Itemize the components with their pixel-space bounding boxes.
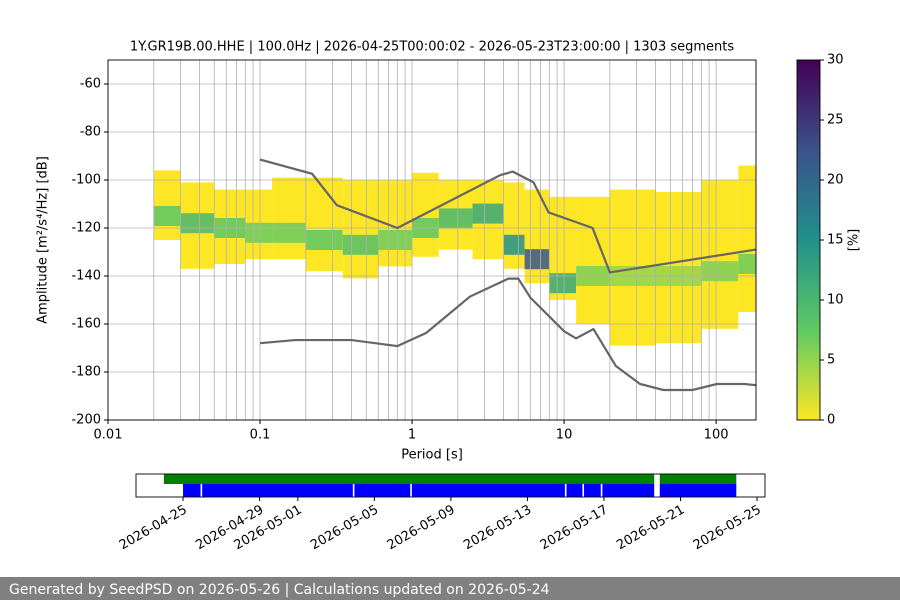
density-mode: [180, 213, 215, 234]
x-tick-label: 2026-05-05: [308, 503, 381, 554]
density-mode: [701, 261, 739, 282]
density-mode: [272, 222, 306, 243]
data-segment: [163, 474, 655, 484]
x-tick-label: 0.1: [250, 428, 271, 443]
y-tick-label: -180: [71, 365, 101, 380]
data-segment: [584, 484, 601, 497]
x-axis-label: Period [s]: [401, 448, 463, 463]
footer-bar: [0, 577, 900, 600]
noise-model-line: [259, 277, 757, 392]
x-tick-label: 0.01: [94, 428, 123, 443]
y-tick-label: -200: [71, 413, 101, 428]
y-tick-label: -80: [80, 125, 101, 140]
density-mode: [245, 222, 273, 243]
colorbar: [796, 59, 821, 421]
data-segment: [602, 484, 655, 497]
colorbar-tick-label: 10: [827, 293, 844, 308]
colorbar-tick-label: 5: [827, 353, 835, 368]
data-segment: [183, 484, 201, 497]
density-range: [738, 165, 756, 312]
y-tick-label: -160: [71, 317, 101, 332]
density-range: [272, 177, 306, 260]
data-segment: [659, 474, 737, 484]
plot-frame: [107, 59, 757, 421]
density-mode: [438, 208, 473, 229]
data-segment: [354, 484, 411, 497]
density-mode: [378, 230, 413, 250]
x-tick-label: 10: [556, 428, 573, 443]
y-tick-label: -120: [71, 221, 101, 236]
density-range: [503, 182, 525, 269]
chart-title: 1Y.GR19B.00.HHE | 100.0Hz | 2026-04-25T0…: [130, 40, 735, 55]
x-tick-label: 2026-05-21: [614, 503, 687, 554]
y-tick-label: -140: [71, 269, 101, 284]
y-tick-label: -60: [80, 77, 101, 92]
x-tick-label: 2026-04-25: [117, 503, 190, 554]
data-segment: [411, 484, 565, 497]
footer-text: Generated by SeedPSD on 2026-05-26 | Cal…: [9, 582, 550, 598]
density-mode: [503, 234, 525, 255]
data-segment: [566, 484, 583, 497]
x-tick-label: 100: [704, 428, 729, 443]
colorbar-tick-label: 15: [827, 233, 844, 248]
density-mode: [472, 203, 504, 224]
colorbar-tick-label: 30: [827, 53, 844, 68]
data-segment: [202, 484, 353, 497]
x-tick-label: 2026-05-17: [538, 503, 611, 554]
x-tick-label: 2026-05-09: [385, 503, 458, 554]
density-mode: [342, 234, 379, 255]
y-tick-label: -100: [71, 173, 101, 188]
x-tick-label: 2026-05-13: [461, 503, 534, 554]
density-range: [153, 170, 181, 240]
y-axis-label: Amplitude [m²/s⁴/Hz] [dB]: [36, 156, 51, 324]
density-mode: [305, 230, 343, 250]
density-mode: [524, 249, 550, 270]
density-range: [305, 177, 343, 272]
colorbar-tick-label: 20: [827, 173, 844, 188]
density-mode: [153, 206, 181, 226]
x-tick-label: 1: [408, 428, 416, 443]
data-segment: [659, 484, 737, 497]
x-tick-label: 2026-05-25: [691, 503, 764, 554]
noise-model-line: [259, 158, 757, 274]
colorbar-tick-label: 25: [827, 113, 844, 128]
density-mode: [549, 273, 577, 294]
density-range: [342, 180, 379, 279]
colorbar-label: [%]: [847, 229, 862, 252]
density-mode: [738, 254, 756, 274]
colorbar-tick-label: 0: [827, 413, 835, 428]
